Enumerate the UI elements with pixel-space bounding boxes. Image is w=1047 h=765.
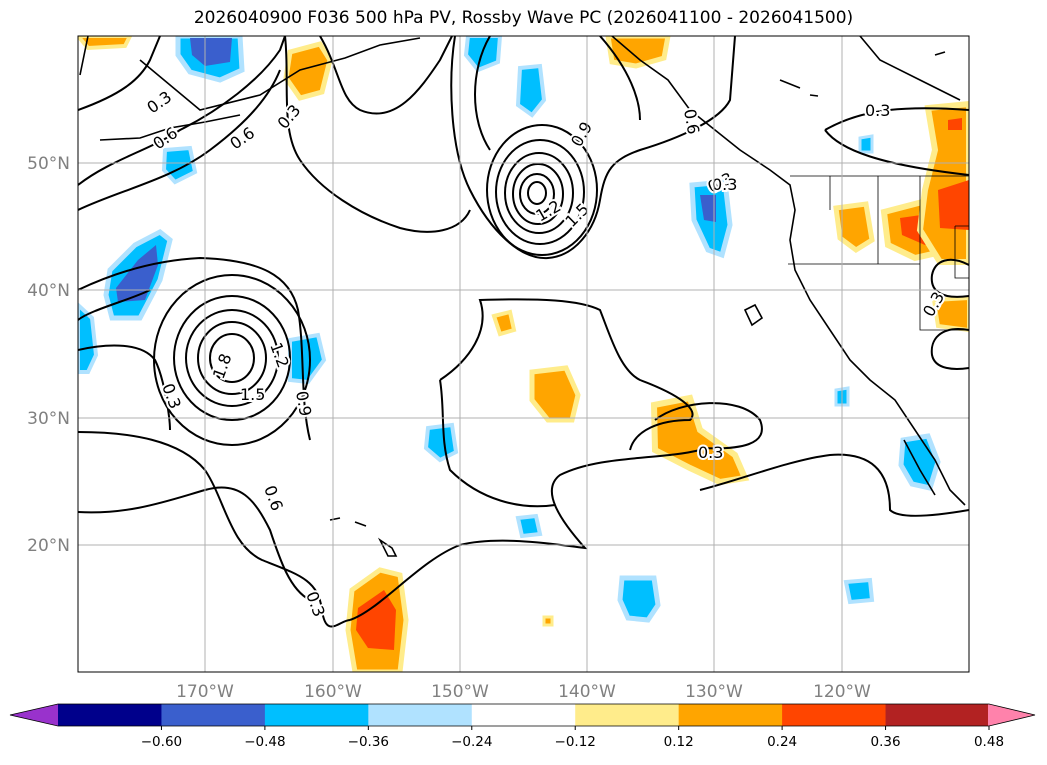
positive-anomaly bbox=[491, 309, 517, 337]
longitude-labels: 170°W 160°W 150°W 140°W 130°W 120°W bbox=[176, 682, 871, 702]
contour-label: 0.3 bbox=[865, 101, 890, 120]
lon-label: 130°W bbox=[685, 682, 743, 702]
pv-contours bbox=[78, 36, 969, 628]
lon-label: 140°W bbox=[558, 682, 616, 702]
colorbar-extend-low bbox=[10, 704, 59, 726]
negative-anomaly bbox=[858, 134, 874, 154]
contour-label: 0.3 bbox=[698, 443, 723, 462]
colorbar-tick-label: 0.12 bbox=[664, 734, 694, 750]
latitude-labels: 50°N 40°N 30°N 20°N bbox=[27, 154, 70, 556]
colorbar-segment bbox=[161, 704, 266, 726]
positive-anomaly bbox=[948, 118, 962, 130]
colorbar-tick-label: −0.24 bbox=[451, 734, 492, 750]
positive-anomaly bbox=[78, 36, 133, 51]
colorbar-tick-label: 0.24 bbox=[767, 734, 797, 750]
colorbar-segment bbox=[575, 704, 680, 726]
lat-label: 20°N bbox=[27, 536, 70, 556]
colorbar-tick-label: 0.36 bbox=[871, 734, 901, 750]
negative-anomaly bbox=[78, 302, 99, 374]
shaded-anomalies bbox=[78, 36, 969, 672]
coastlines bbox=[79, 36, 966, 557]
lat-label: 40°N bbox=[27, 281, 70, 301]
colorbar-extend-high bbox=[988, 704, 1035, 726]
lat-label: 50°N bbox=[27, 154, 70, 174]
negative-anomaly bbox=[116, 245, 158, 302]
lat-label: 30°N bbox=[27, 409, 70, 429]
colorbar-tick-label: −0.36 bbox=[348, 734, 389, 750]
positive-anomaly bbox=[938, 180, 969, 230]
contour-label: 0.3 bbox=[712, 175, 737, 194]
negative-anomaly bbox=[700, 195, 716, 222]
state-borders bbox=[788, 175, 969, 331]
colorbar-segment bbox=[264, 704, 369, 726]
positive-anomaly bbox=[605, 36, 671, 69]
colorbar-segment bbox=[885, 704, 990, 726]
colorbar-segment bbox=[678, 704, 783, 726]
colorbar-segment bbox=[782, 704, 887, 726]
lon-label: 150°W bbox=[431, 682, 489, 702]
colorbar-tick-labels: −0.60 −0.48 −0.36 −0.24 −0.12 0.12 0.24 0.36 0.4… bbox=[141, 726, 1004, 750]
negative-anomaly bbox=[288, 332, 327, 385]
contour-label: 1.5 bbox=[240, 385, 265, 404]
negative-anomaly bbox=[843, 577, 875, 605]
positive-anomaly bbox=[283, 41, 333, 101]
lon-label: 120°W bbox=[813, 682, 871, 702]
negative-anomaly bbox=[423, 422, 459, 463]
positive-anomaly bbox=[542, 615, 554, 627]
colorbar-tick-label: 0.48 bbox=[974, 734, 1004, 750]
positive-anomaly bbox=[931, 295, 969, 333]
positive-anomaly bbox=[833, 201, 875, 254]
colorbar-tick-label: −0.48 bbox=[244, 734, 285, 750]
negative-anomaly bbox=[515, 63, 547, 118]
positive-anomaly bbox=[529, 365, 581, 423]
map-title: 2026040900 F036 500 hPa PV, Rossby Wave … bbox=[193, 8, 854, 28]
negative-anomaly bbox=[190, 38, 232, 66]
colorbar bbox=[9, 703, 1036, 727]
graticule bbox=[78, 36, 969, 672]
colorbar-tick-label: −0.60 bbox=[141, 734, 182, 750]
colorbar-tick-label: −0.12 bbox=[555, 734, 596, 750]
plot-frame bbox=[77, 35, 970, 673]
negative-anomaly bbox=[515, 513, 543, 539]
lon-label: 170°W bbox=[176, 682, 234, 702]
plot-area bbox=[78, 36, 969, 672]
colorbar-segment bbox=[471, 704, 576, 726]
positive-anomaly bbox=[356, 590, 396, 650]
colorbar-segment bbox=[58, 704, 162, 726]
colorbar-segment bbox=[368, 704, 473, 726]
negative-anomaly bbox=[617, 575, 661, 623]
lon-label: 160°W bbox=[304, 682, 362, 702]
